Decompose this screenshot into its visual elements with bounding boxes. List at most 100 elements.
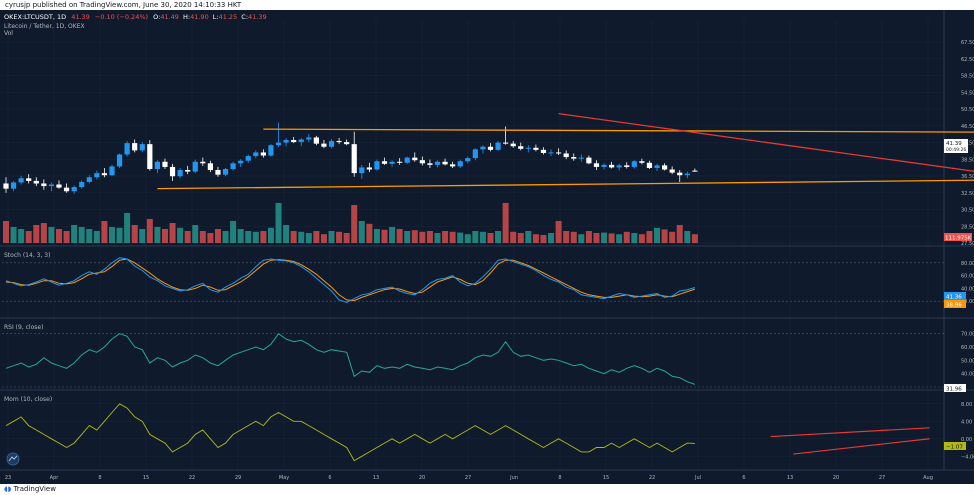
time-tick-label: May (279, 475, 289, 481)
volume-bar (320, 234, 327, 243)
mom-legend: Mom (10, close) (4, 396, 52, 403)
candle-body (215, 170, 221, 175)
upper-orange-trendline (263, 128, 974, 133)
footer-brand[interactable]: TradingView (13, 485, 56, 493)
candle-body (124, 143, 130, 155)
mom-tick-label: 0.00 (961, 437, 972, 443)
time-tick-label: 13 (787, 475, 793, 481)
candle-body (109, 166, 115, 176)
candle-body (63, 187, 70, 192)
volume-bar (25, 231, 32, 243)
volume-bar (78, 227, 85, 243)
volume-bar (328, 231, 335, 243)
footer: ◖◗ TradingView (0, 484, 974, 495)
volume-bar (623, 231, 630, 243)
stoch-k-badge: 41.36 (944, 292, 966, 301)
candle-body (548, 152, 554, 154)
candle-body (116, 154, 123, 167)
candle-body (495, 142, 501, 150)
volume-bar (260, 231, 267, 243)
candle-body (578, 157, 584, 159)
volume-bar (116, 227, 123, 243)
candle-body (18, 178, 24, 183)
candle-body (169, 166, 176, 177)
svg-text:−1.07: −1.07 (946, 445, 963, 451)
volume-bar (389, 227, 396, 243)
volume-bar (283, 225, 290, 243)
candle-body (10, 182, 17, 189)
price-chart[interactable]: 67.5062.5058.5054.5050.5046.5042.5038.50… (0, 10, 974, 484)
volume-bar (487, 233, 494, 243)
volume-bar (684, 231, 691, 243)
candle-body (291, 140, 297, 143)
volume-bar (555, 221, 562, 243)
candle-body (344, 142, 350, 145)
candle-body (185, 170, 191, 172)
time-tick-label: 27 (465, 475, 471, 481)
mom-line (5, 403, 930, 462)
price-tick-label: 54.50 (961, 90, 974, 96)
volume-bar (540, 235, 547, 243)
axes: 67.5062.5058.5054.5050.5046.5042.5038.50… (5, 40, 974, 481)
volume-bar (608, 233, 615, 243)
svg-text:38.96: 38.96 (946, 303, 962, 309)
volume-bar (358, 221, 365, 243)
stoch-tick-label: 60.00 (961, 274, 974, 280)
volume-bar (646, 231, 653, 243)
volume-bar (71, 225, 78, 243)
volume-bar (267, 227, 274, 243)
candle-body (313, 137, 319, 144)
mom-tick-label: −4.00 (961, 454, 974, 460)
candle-body (434, 161, 441, 165)
rsi-tick-label: 60.00 (961, 345, 974, 351)
time-tick-label: 8 (98, 475, 101, 481)
candle-body (389, 161, 395, 164)
volume-bar (457, 232, 464, 243)
volume-bar (207, 233, 214, 243)
candle-body (503, 142, 509, 144)
volume-bar (237, 229, 244, 243)
candle-body (260, 152, 266, 156)
volume-bar (275, 203, 282, 243)
volume-bar (18, 229, 25, 243)
high-label: H: (183, 13, 190, 21)
price-tick-label: 28.50 (961, 224, 974, 230)
volume-bar (169, 223, 176, 243)
mom-lower-trendline (793, 438, 930, 455)
chart-frame[interactable]: 67.5062.5058.5054.5050.5046.5042.5038.50… (0, 10, 974, 484)
symbol-label: OKEX:LTCUSDT, 1D (4, 13, 66, 21)
svg-text:OKEX:LTCUSDT, 1D 41.39: OKEX:LTCUSDT, 1D 41.39 −0.10 (−0.24%) O:… (4, 13, 267, 21)
price-tick-label: 67.50 (961, 40, 974, 46)
volume-bar (48, 227, 55, 243)
candle-body (450, 164, 456, 167)
mom-tick-label: 4.00 (961, 419, 972, 425)
stoch-lines (2, 257, 944, 304)
svg-text:31.96: 31.96 (946, 387, 962, 393)
candle-body (427, 163, 433, 165)
candle-body (41, 183, 47, 187)
candle-body (457, 161, 463, 167)
price-tick-label: 38.50 (961, 157, 974, 163)
candle-body (154, 161, 160, 169)
volume-bar (532, 234, 539, 243)
volume-bar (199, 231, 206, 243)
candle-body (56, 184, 62, 188)
candle-body (283, 140, 289, 143)
volume-bar (548, 233, 555, 243)
candle-body (487, 146, 494, 150)
volume-bar (381, 229, 388, 243)
volume-bar (601, 232, 608, 243)
candle-body (533, 147, 539, 150)
candle-body (374, 161, 380, 170)
volume-bar (510, 231, 517, 243)
candle-body (351, 144, 357, 174)
volume-bars (3, 203, 698, 243)
candle-body (624, 165, 630, 167)
volume-bar (563, 231, 570, 243)
candle-body (556, 152, 562, 154)
volume-bar (593, 233, 600, 243)
candle-body (684, 173, 690, 176)
time-tick-label: 20 (419, 475, 425, 481)
time-tick-label: 22 (189, 475, 195, 481)
volume-bar (411, 230, 418, 243)
